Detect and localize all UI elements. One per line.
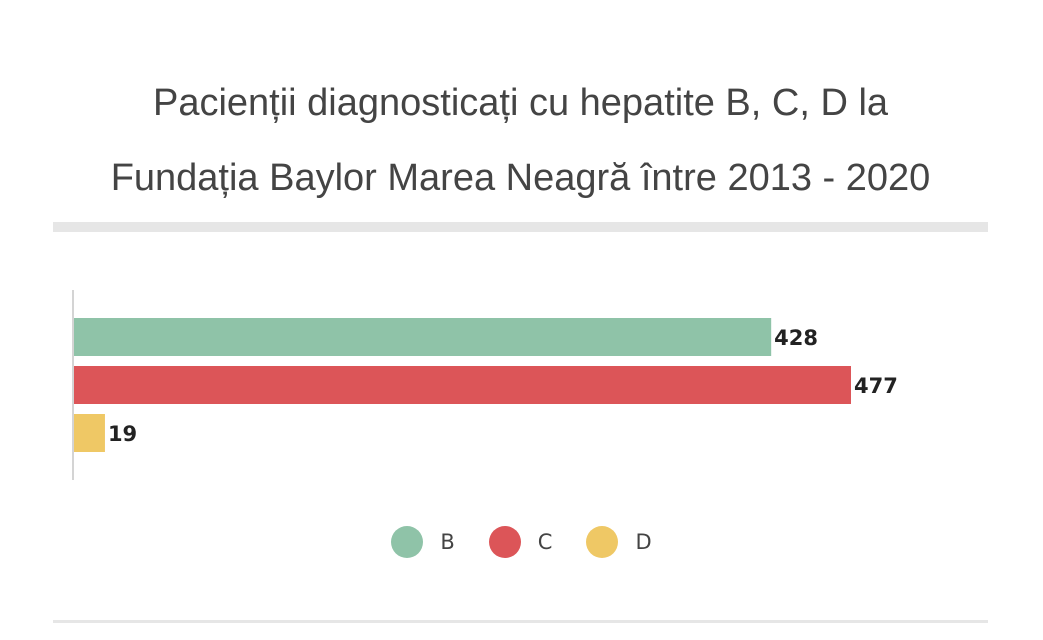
bar-value-label-d: 19 bbox=[108, 422, 137, 446]
legend-label: C bbox=[537, 530, 553, 554]
bottom-divider bbox=[53, 620, 988, 623]
legend-label: D bbox=[635, 530, 652, 554]
chart-title-line-1: Pacienții diagnosticați cu hepatite B, C… bbox=[152, 82, 889, 124]
chart-title-line-2: Fundația Baylor Marea Neagră între 2013 … bbox=[110, 157, 931, 199]
legend-label: B bbox=[440, 530, 455, 554]
bars-group: 428 477 19 bbox=[74, 318, 898, 452]
bar-value-label-b: 428 bbox=[774, 326, 818, 350]
chart-title: Pacienții diagnosticați cu hepatite B, C… bbox=[53, 66, 988, 216]
bar-c bbox=[74, 366, 851, 404]
bar-value-label-c: 477 bbox=[854, 374, 898, 398]
bar-chart: 428 477 19 bbox=[72, 290, 898, 480]
legend-swatch-icon bbox=[391, 526, 424, 558]
legend: B C D bbox=[0, 526, 1043, 558]
legend-item-d[interactable]: D bbox=[586, 526, 652, 558]
bar-d bbox=[74, 414, 105, 452]
legend-item-c[interactable]: C bbox=[488, 526, 553, 558]
bar-b bbox=[74, 318, 772, 356]
legend-item-b[interactable]: B bbox=[391, 526, 455, 558]
title-divider bbox=[53, 222, 988, 232]
legend-swatch-icon bbox=[488, 526, 521, 558]
legend-swatch-icon bbox=[586, 526, 619, 558]
